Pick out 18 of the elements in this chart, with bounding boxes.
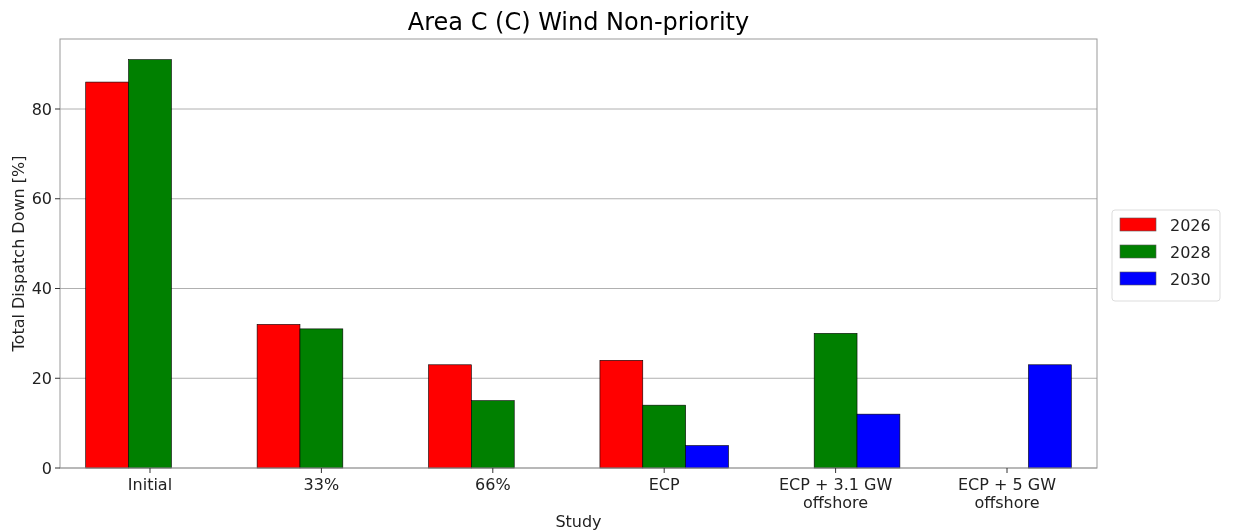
- y-tick-label: 20: [31, 368, 52, 388]
- y-tick-label: 60: [31, 189, 52, 209]
- x-tick-label: 66%: [475, 475, 511, 494]
- y-axis-title: Total Dispatch Down [%]: [9, 155, 28, 353]
- chart-title: Area C (C) Wind Non-priority: [407, 8, 750, 36]
- legend-label: 2030: [1170, 269, 1211, 289]
- y-tick-label: 40: [31, 279, 52, 299]
- x-tick-label: Initial: [127, 475, 173, 494]
- legend-label: 2028: [1170, 242, 1211, 262]
- y-tick-label: 80: [31, 99, 52, 119]
- x-tick-label: ECP + 5 GW offshore: [958, 475, 1057, 512]
- x-axis-title: Study: [555, 512, 602, 531]
- x-tick-label: 33%: [303, 475, 340, 494]
- x-tick-label: ECP: [648, 475, 681, 494]
- bar: [1028, 364, 1072, 469]
- y-tick-label: 0: [41, 458, 52, 478]
- x-tick-label: ECP + 3.1 GW offshore: [778, 475, 893, 512]
- legend-label: 2026: [1170, 215, 1211, 235]
